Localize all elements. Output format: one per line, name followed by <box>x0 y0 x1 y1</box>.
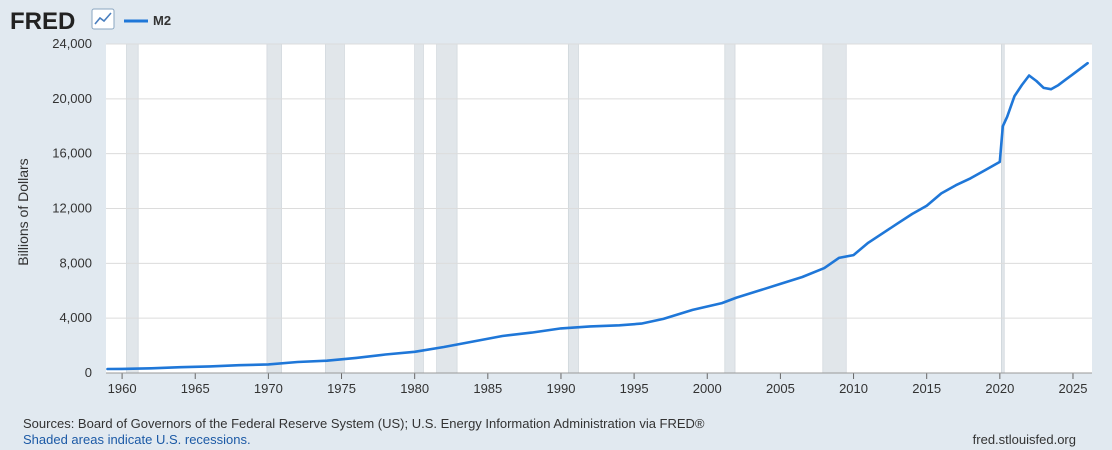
data-point <box>1072 73 1074 76</box>
data-point <box>662 317 665 320</box>
y-tick-label: 16,000 <box>52 146 92 161</box>
data-point <box>106 368 109 370</box>
data-point <box>179 366 182 369</box>
data-point <box>1079 67 1082 70</box>
data-point <box>801 276 804 278</box>
data-point <box>618 324 621 327</box>
y-tick-label: 24,000 <box>52 36 92 51</box>
data-point <box>940 192 943 195</box>
data-point <box>589 325 592 328</box>
data-point <box>530 331 533 334</box>
data-point <box>413 350 416 353</box>
data-point <box>355 357 358 359</box>
x-tick-label: 1990 <box>547 381 576 396</box>
data-point <box>150 367 153 370</box>
data-point <box>267 363 270 366</box>
data-point <box>852 254 855 257</box>
data-point <box>867 241 870 244</box>
y-tick-label: 4,000 <box>59 310 92 325</box>
data-point <box>1035 80 1038 82</box>
x-tick-label: 1995 <box>620 381 649 396</box>
data-point <box>1001 125 1004 128</box>
data-point <box>325 359 328 362</box>
y-tick-label: 12,000 <box>52 201 92 216</box>
x-tick-label: 2005 <box>766 381 795 396</box>
y-tick-label: 20,000 <box>52 91 92 106</box>
data-point <box>984 169 987 172</box>
data-point <box>1042 86 1045 89</box>
data-point <box>955 184 957 187</box>
data-point <box>384 353 387 356</box>
data-point <box>779 282 782 285</box>
data-point <box>757 289 760 292</box>
data-point <box>1050 88 1052 91</box>
data-point <box>925 204 928 207</box>
data-point <box>823 267 826 270</box>
data-point <box>1006 115 1009 118</box>
data-point <box>296 361 299 363</box>
data-point <box>1013 95 1016 97</box>
data-point <box>969 177 972 180</box>
y-axis-ticks: 0 4,000 8,000 12,000 16,000 20,000 24,000 <box>52 36 92 380</box>
x-tick-label: 2010 <box>839 381 868 396</box>
x-tick-label: 1970 <box>254 381 283 396</box>
data-point <box>1020 84 1023 87</box>
x-tick-label: 2015 <box>912 381 941 396</box>
x-tick-label: 2020 <box>985 381 1014 396</box>
data-point <box>881 232 884 235</box>
x-tick-label: 1965 <box>181 381 210 396</box>
x-tick-label: 1975 <box>327 381 356 396</box>
data-point <box>838 256 840 259</box>
sources-note: Sources: Board of Governors of the Feder… <box>23 416 705 431</box>
data-point <box>443 346 445 348</box>
data-point <box>720 302 723 304</box>
x-axis-ticks: 1960 1965 1970 1975 1980 1985 1990 1995 2000 2005… <box>106 372 1092 396</box>
data-point <box>1057 84 1060 87</box>
plot-area: 0 4,000 8,000 12,000 16,000 20,000 24,000 1960… <box>52 36 1092 396</box>
data-point <box>472 340 475 343</box>
legend-label: M2 <box>153 13 171 28</box>
data-point <box>896 222 899 225</box>
data-point <box>640 322 643 325</box>
recession-note-link[interactable]: Shaded areas indicate U.S. recessions. <box>23 432 251 447</box>
data-point <box>1064 78 1067 81</box>
gridlines <box>106 43 1092 319</box>
data-point <box>121 367 123 370</box>
data-point <box>735 296 738 299</box>
data-point <box>911 213 913 215</box>
data-point <box>501 335 504 337</box>
series-layer <box>106 61 1089 371</box>
data-point <box>1086 62 1089 65</box>
data-point <box>998 160 1001 163</box>
recession-note[interactable]: Shaded areas indicate U.S. recessions. <box>23 432 251 448</box>
data-point <box>560 327 562 330</box>
data-point <box>691 309 694 311</box>
x-tick-label: 2000 <box>693 381 722 396</box>
x-tick-label: 1980 <box>400 381 429 396</box>
y-axis-title: Billions of Dollars <box>15 158 31 265</box>
y-tick-label: 8,000 <box>59 255 92 270</box>
data-point <box>1028 74 1030 77</box>
line-chart-icon[interactable] <box>91 8 115 30</box>
x-tick-label: 1985 <box>473 381 502 396</box>
fred-logo[interactable]: FRED <box>10 8 75 35</box>
x-tick-label: 1960 <box>108 381 137 396</box>
y-tick-label: 0 <box>85 365 92 380</box>
data-point <box>238 364 241 367</box>
site-credit[interactable]: fred.stlouisfed.org <box>972 432 1076 447</box>
x-tick-label: 2025 <box>1059 381 1088 396</box>
data-point <box>208 365 211 368</box>
